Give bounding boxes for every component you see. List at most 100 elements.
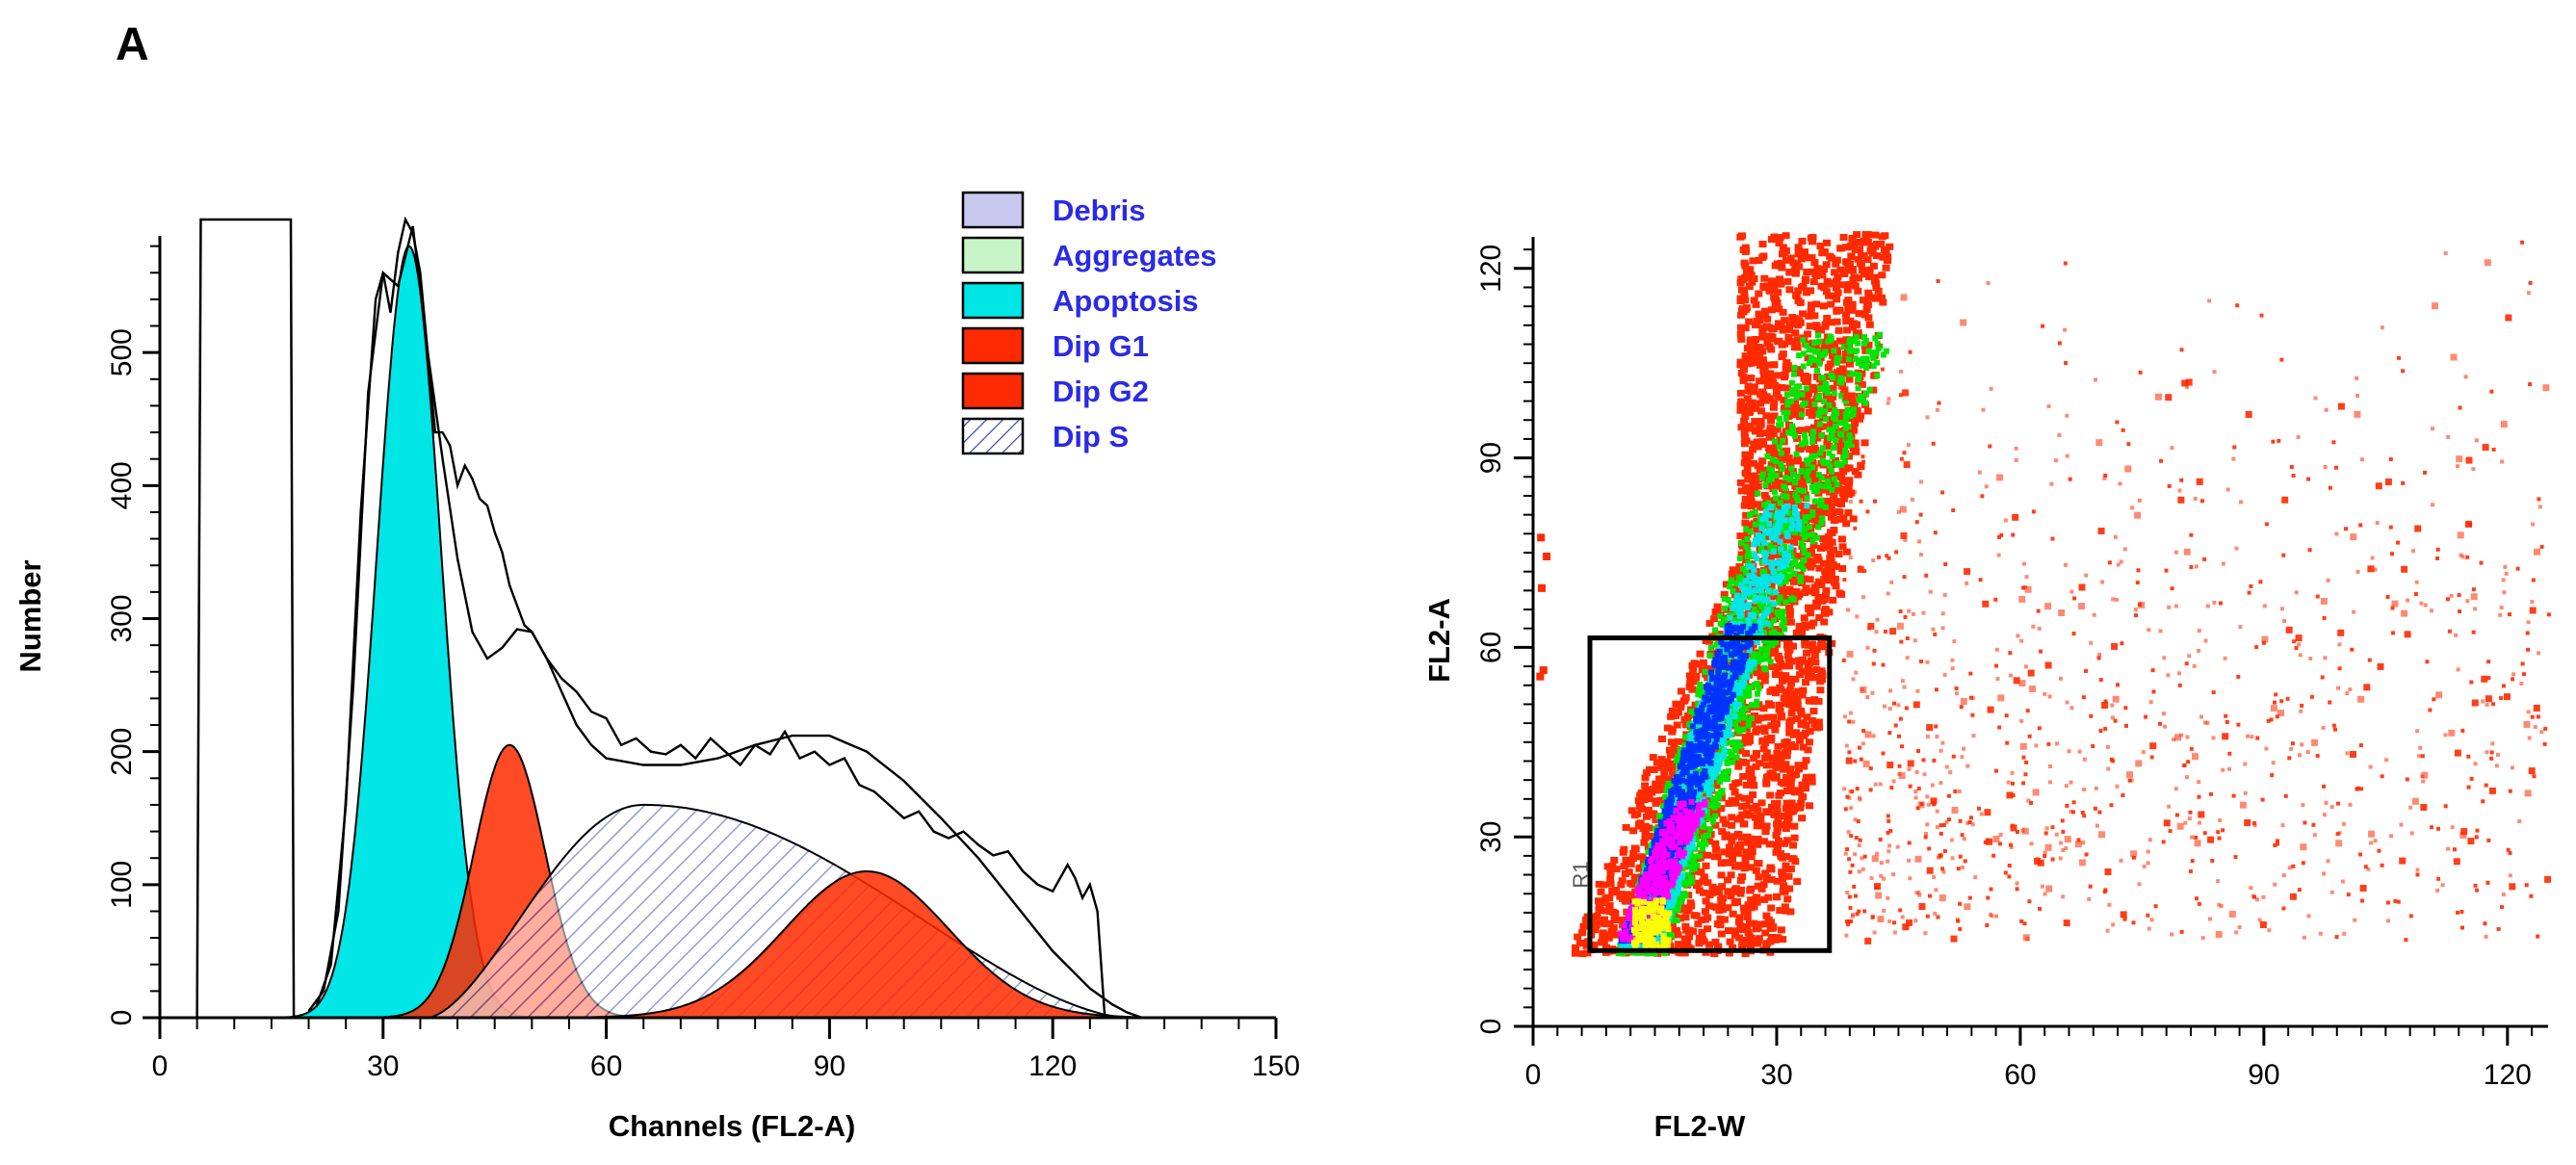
dot <box>1718 828 1727 836</box>
dot <box>1749 805 1757 812</box>
dot <box>1728 814 1736 821</box>
dot <box>1690 660 1699 667</box>
dot <box>1802 518 1808 524</box>
histogram-x-tick-label: 60 <box>590 1050 622 1082</box>
dot <box>1767 919 1776 926</box>
dot <box>1729 944 1737 951</box>
dot <box>1778 479 1786 486</box>
legend-label: Dip G2 <box>1053 375 1149 408</box>
dot <box>1753 571 1760 579</box>
dot <box>1740 693 1747 700</box>
dot <box>1627 895 1635 903</box>
dot <box>1752 587 1758 594</box>
dot <box>1709 818 1716 825</box>
dot <box>1808 254 1816 262</box>
dot <box>1739 584 1746 591</box>
dot <box>1718 906 1727 913</box>
dot <box>1694 879 1703 887</box>
dot <box>1741 324 1750 332</box>
dot <box>1746 647 1753 654</box>
dot <box>1748 848 1756 855</box>
dot <box>1697 868 1705 876</box>
dot <box>1834 481 1840 488</box>
dot <box>1701 816 1709 822</box>
dot <box>1809 356 1816 363</box>
dot <box>1829 385 1837 392</box>
dot <box>1847 242 1856 249</box>
dot <box>1724 904 1732 912</box>
dot <box>1881 232 1889 240</box>
dot <box>1805 552 1811 558</box>
dot <box>1810 312 1819 320</box>
dot <box>1764 580 1771 586</box>
dot <box>1785 509 1792 516</box>
dot <box>1641 822 1650 830</box>
dot <box>1767 623 1774 629</box>
dot <box>1739 374 1748 381</box>
dot <box>1782 568 1787 575</box>
dot <box>1746 274 1755 282</box>
dot <box>1786 618 1795 626</box>
dot <box>1783 820 1792 828</box>
dot <box>1742 557 1750 564</box>
dot <box>1843 326 1852 334</box>
dot <box>1791 570 1798 577</box>
dot <box>1829 453 1835 460</box>
dot <box>1764 808 1773 816</box>
dot <box>1721 820 1730 828</box>
dot <box>1751 715 1759 723</box>
dot <box>1780 813 1788 820</box>
dot <box>1804 503 1810 509</box>
dot <box>1772 541 1781 549</box>
dot <box>1776 907 1784 915</box>
dot <box>1812 674 1821 682</box>
dot <box>1685 848 1692 855</box>
dot <box>1782 552 1788 558</box>
legend-label: Dip G1 <box>1053 329 1149 363</box>
dot <box>1746 933 1754 941</box>
dot <box>1754 482 1762 490</box>
dot <box>1773 755 1782 763</box>
dot <box>1851 468 1860 476</box>
dot <box>1797 427 1806 434</box>
dot <box>1692 912 1701 919</box>
dot <box>1737 335 1746 343</box>
dot <box>1772 934 1781 942</box>
dot <box>1755 424 1763 431</box>
series-model-fit <box>307 225 1143 1020</box>
dot <box>1772 832 1781 840</box>
dot <box>1745 283 1754 290</box>
dot <box>1792 729 1800 737</box>
dot <box>1807 547 1815 555</box>
dot <box>1689 878 1696 885</box>
dot <box>1722 605 1729 611</box>
dot <box>1780 493 1786 500</box>
dot <box>1842 548 1851 556</box>
dot <box>1748 685 1754 690</box>
dot <box>1731 712 1738 719</box>
dot <box>1619 848 1627 856</box>
dot <box>1784 401 1791 408</box>
dot <box>1700 874 1708 882</box>
dot <box>1800 337 1807 344</box>
dot <box>1870 363 1877 370</box>
dot <box>1807 622 1815 630</box>
dot <box>1612 866 1621 873</box>
dot <box>1796 803 1805 811</box>
legend-label: Apoptosis <box>1053 284 1199 318</box>
dot <box>1731 745 1738 752</box>
dot <box>1780 432 1788 440</box>
dot <box>1798 563 1805 570</box>
dot <box>1826 574 1834 582</box>
dot <box>1766 530 1773 536</box>
dot <box>1760 574 1767 581</box>
dot <box>1776 519 1782 525</box>
dot <box>1782 517 1788 524</box>
dot <box>1805 531 1811 538</box>
dot <box>1773 458 1780 465</box>
dot <box>1685 683 1694 690</box>
dot <box>1736 532 1745 540</box>
dot <box>1742 725 1751 733</box>
dot <box>1680 880 1687 887</box>
dot <box>1789 389 1796 396</box>
